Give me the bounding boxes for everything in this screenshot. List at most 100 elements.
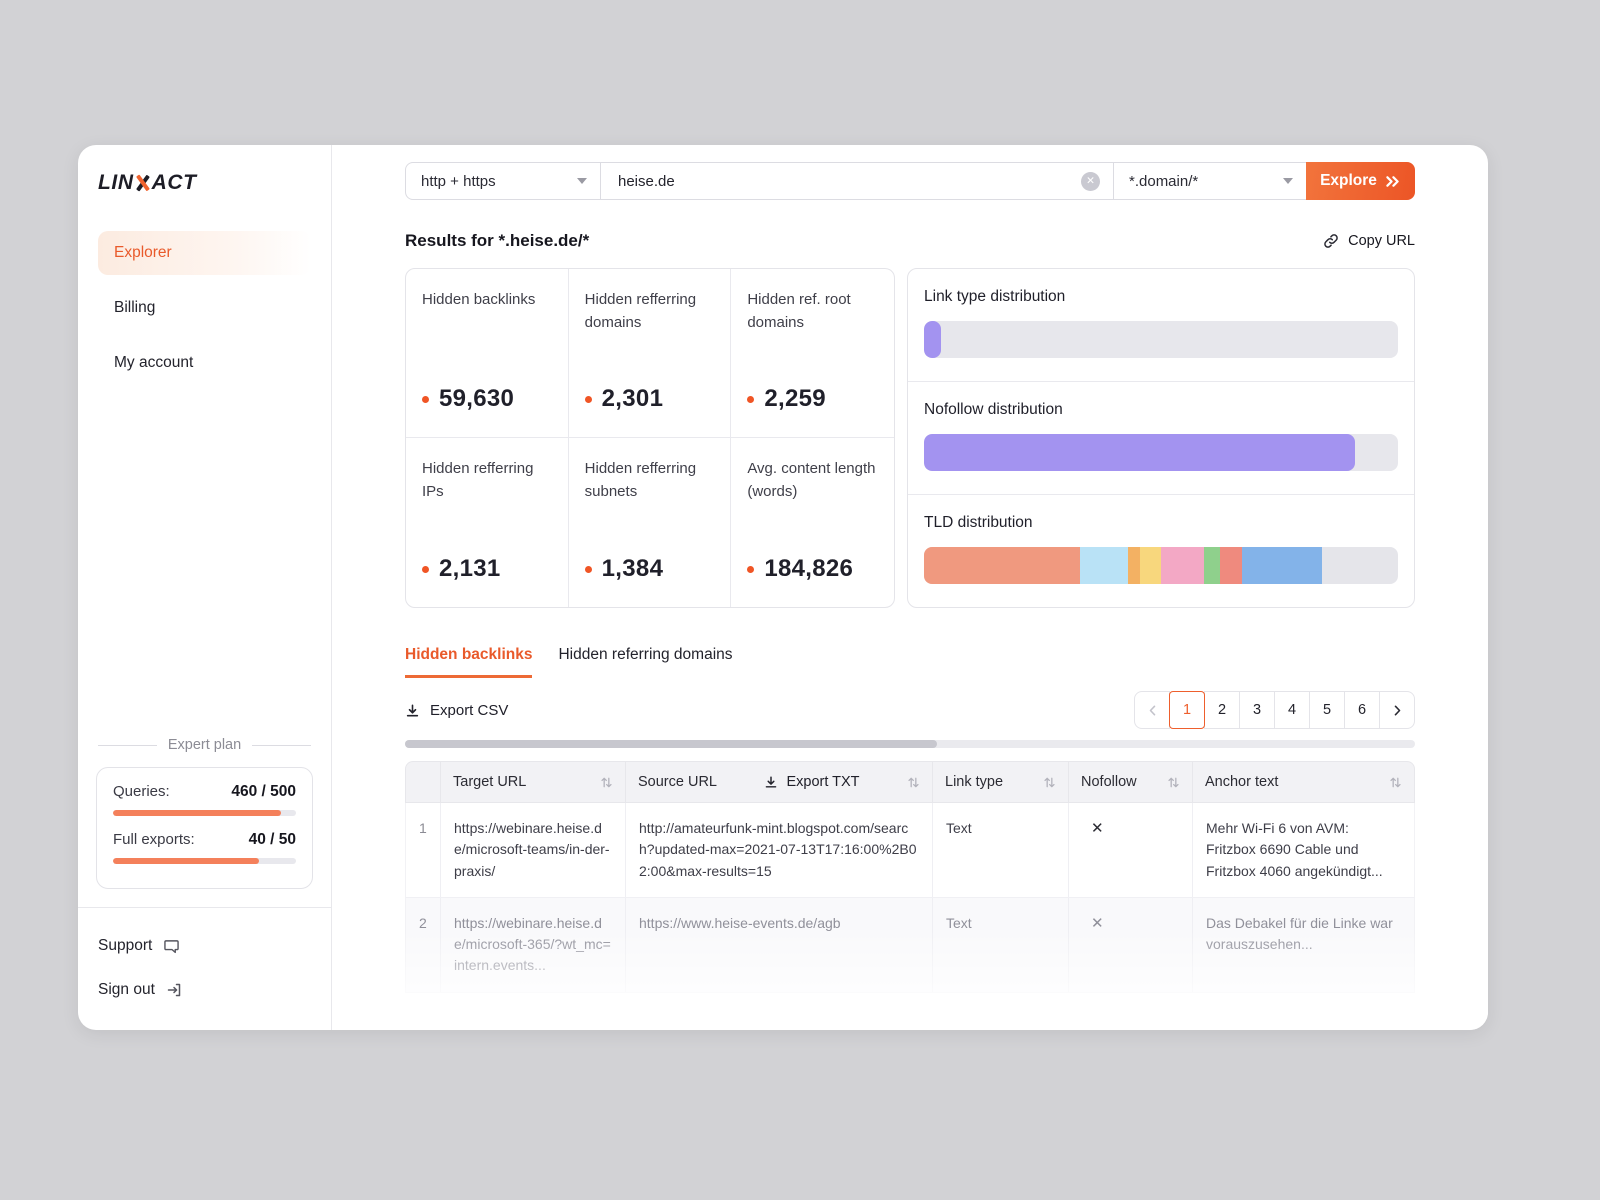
logo-x-icon (135, 174, 151, 192)
nofollow-cell: ✕ (1068, 803, 1192, 897)
tld-distribution: TLD distribution (908, 495, 1414, 607)
tab-hidden-referring-domains[interactable]: Hidden referring domains (558, 646, 733, 663)
app-window: LIN ACT Explorer Billing My account Expe… (78, 145, 1488, 1030)
search-input-wrapper (600, 162, 1114, 200)
stat-value: 59,630 (439, 385, 515, 412)
copy-url-label: Copy URL (1348, 233, 1415, 249)
link-icon (1323, 233, 1339, 249)
pagination-page-3[interactable]: 3 (1239, 691, 1275, 729)
plan-name: Expert plan (167, 737, 242, 753)
header-target-url[interactable]: Target URL (440, 762, 625, 802)
anchor-text-cell: Mehr Wi-Fi 6 von AVM: Fritzbox 6690 Cabl… (1192, 803, 1414, 897)
nofollow-distribution: Nofollow distribution (908, 382, 1414, 495)
pagination-next-button[interactable] (1379, 691, 1415, 729)
sign-out-link[interactable]: Sign out (98, 968, 311, 1012)
download-icon (405, 703, 420, 718)
link-type-distribution: Link type distribution (908, 269, 1414, 382)
copy-url-button[interactable]: Copy URL (1323, 233, 1415, 249)
stat-bullet-icon (747, 565, 755, 573)
explore-button-label: Explore (1320, 172, 1377, 189)
row-number: 1 (419, 820, 427, 836)
table-header: Target URL Source URL Export TXT (405, 761, 1415, 803)
explore-button[interactable]: Explore (1306, 162, 1415, 200)
summary-section: Hidden backlinks 59,630 Hidden refferrin… (405, 268, 1415, 608)
nofollow-cell: ✕ (1068, 897, 1192, 992)
anchor-text-cell: Das Debakel für die Linke war vorauszuse… (1192, 897, 1414, 992)
sidebar-nav: Explorer Billing My account (78, 231, 331, 396)
sort-icon[interactable] (1043, 776, 1056, 789)
source-url-cell: https://www.heise-events.de/agb (625, 897, 932, 992)
search-bar: http + https *.domain/* Explore (405, 162, 1415, 200)
header-row-number (406, 762, 440, 802)
results-header: Results for *.heise.de/* Copy URL (405, 231, 1415, 251)
link-type-cell: Text (932, 803, 1068, 897)
stat-label: Hidden refferring subnets (584, 460, 697, 501)
pagination-page-5[interactable]: 5 (1309, 691, 1345, 729)
export-txt-label: Export TXT (786, 774, 860, 790)
search-input[interactable] (618, 172, 1081, 190)
export-txt-button[interactable]: Export TXT (764, 774, 860, 790)
stat-hidden-backlinks: Hidden backlinks 59,630 (406, 269, 569, 438)
logo-text-act: ACT (151, 171, 197, 194)
plan-name-divider: Expert plan (98, 737, 312, 753)
pagination-prev-button[interactable] (1134, 691, 1170, 729)
stat-hidden-referring-domains: Hidden refferring domains 2,301 (568, 269, 732, 438)
export-csv-button[interactable]: Export CSV (405, 702, 508, 719)
table-row: 2 https://webinare.heise.de/microsoft-36… (405, 897, 1415, 993)
tab-hidden-backlinks[interactable]: Hidden backlinks (405, 646, 533, 678)
source-url-cell: http://amateurfunk-mint.blogspot.com/sea… (625, 803, 932, 897)
header-link-type[interactable]: Link type (932, 762, 1068, 802)
horizontal-scrollbar-thumb[interactable] (405, 740, 938, 748)
header-label: Nofollow (1081, 774, 1137, 790)
stat-label: Hidden ref. root domains (747, 291, 851, 332)
pattern-select[interactable]: *.domain/* (1113, 162, 1307, 200)
sort-icon[interactable] (600, 776, 613, 789)
stat-label: Hidden refferring domains (584, 291, 697, 332)
table-toolbar: Export CSV 1 2 3 4 5 6 (405, 691, 1415, 729)
stat-avg-content-length: Avg. content length (words) 184,826 (731, 438, 894, 607)
dist-title: Link type distribution (924, 288, 1066, 305)
stat-value: 1,384 (601, 555, 664, 582)
header-anchor-text[interactable]: Anchor text (1192, 762, 1414, 802)
sidebar-item-billing[interactable]: Billing (98, 286, 311, 330)
queries-progress-track (113, 810, 296, 816)
header-source-url[interactable]: Source URL Export TXT (625, 762, 932, 802)
sidebar-divider (78, 907, 331, 908)
queries-progress-fill (113, 810, 282, 816)
sidebar-item-my-account[interactable]: My account (98, 341, 311, 385)
sidebar-item-label: My account (114, 354, 194, 371)
sidebar-item-explorer[interactable]: Explorer (98, 231, 311, 275)
stat-bullet-icon (422, 565, 429, 573)
header-nofollow[interactable]: Nofollow (1068, 762, 1192, 802)
pagination-page-6[interactable]: 6 (1344, 691, 1380, 729)
pagination: 1 2 3 4 5 6 (1134, 691, 1415, 729)
stat-value: 2,301 (601, 385, 664, 412)
nofollow-distribution-bar (924, 434, 1398, 471)
pagination-page-2[interactable]: 2 (1204, 691, 1240, 729)
dist-title: Nofollow distribution (924, 401, 1063, 418)
stat-label: Avg. content length (words) (747, 460, 876, 501)
pagination-page-1[interactable]: 1 (1169, 691, 1205, 729)
double-chevron-right-icon (1384, 175, 1401, 188)
backlinks-table: Target URL Source URL Export TXT (405, 761, 1415, 993)
sort-icon[interactable] (1389, 776, 1402, 789)
stat-label: Hidden refferring IPs (422, 460, 534, 501)
sort-icon[interactable] (907, 776, 920, 789)
chevron-down-icon (577, 178, 587, 184)
exports-label: Full exports: (113, 831, 195, 848)
exports-progress-fill (113, 858, 260, 864)
stat-bullet-icon (747, 395, 755, 403)
clear-search-icon[interactable] (1081, 171, 1100, 191)
main-content: http + https *.domain/* Explore (332, 145, 1488, 1030)
plan-usage-card: Queries: 460 / 500 Full exports: 40 / 50 (96, 767, 313, 889)
stat-hidden-ref-root-domains: Hidden ref. root domains 2,259 (731, 269, 894, 438)
row-number: 2 (419, 914, 427, 931)
pagination-page-4[interactable]: 4 (1274, 691, 1310, 729)
results-title: Results for *.heise.de/* (405, 231, 590, 250)
sort-icon[interactable] (1167, 776, 1180, 789)
stat-value: 2,131 (439, 555, 501, 582)
sign-out-icon (166, 982, 182, 998)
protocol-select[interactable]: http + https (405, 162, 601, 200)
stat-value: 2,259 (764, 385, 826, 412)
support-link[interactable]: Support (98, 924, 311, 968)
